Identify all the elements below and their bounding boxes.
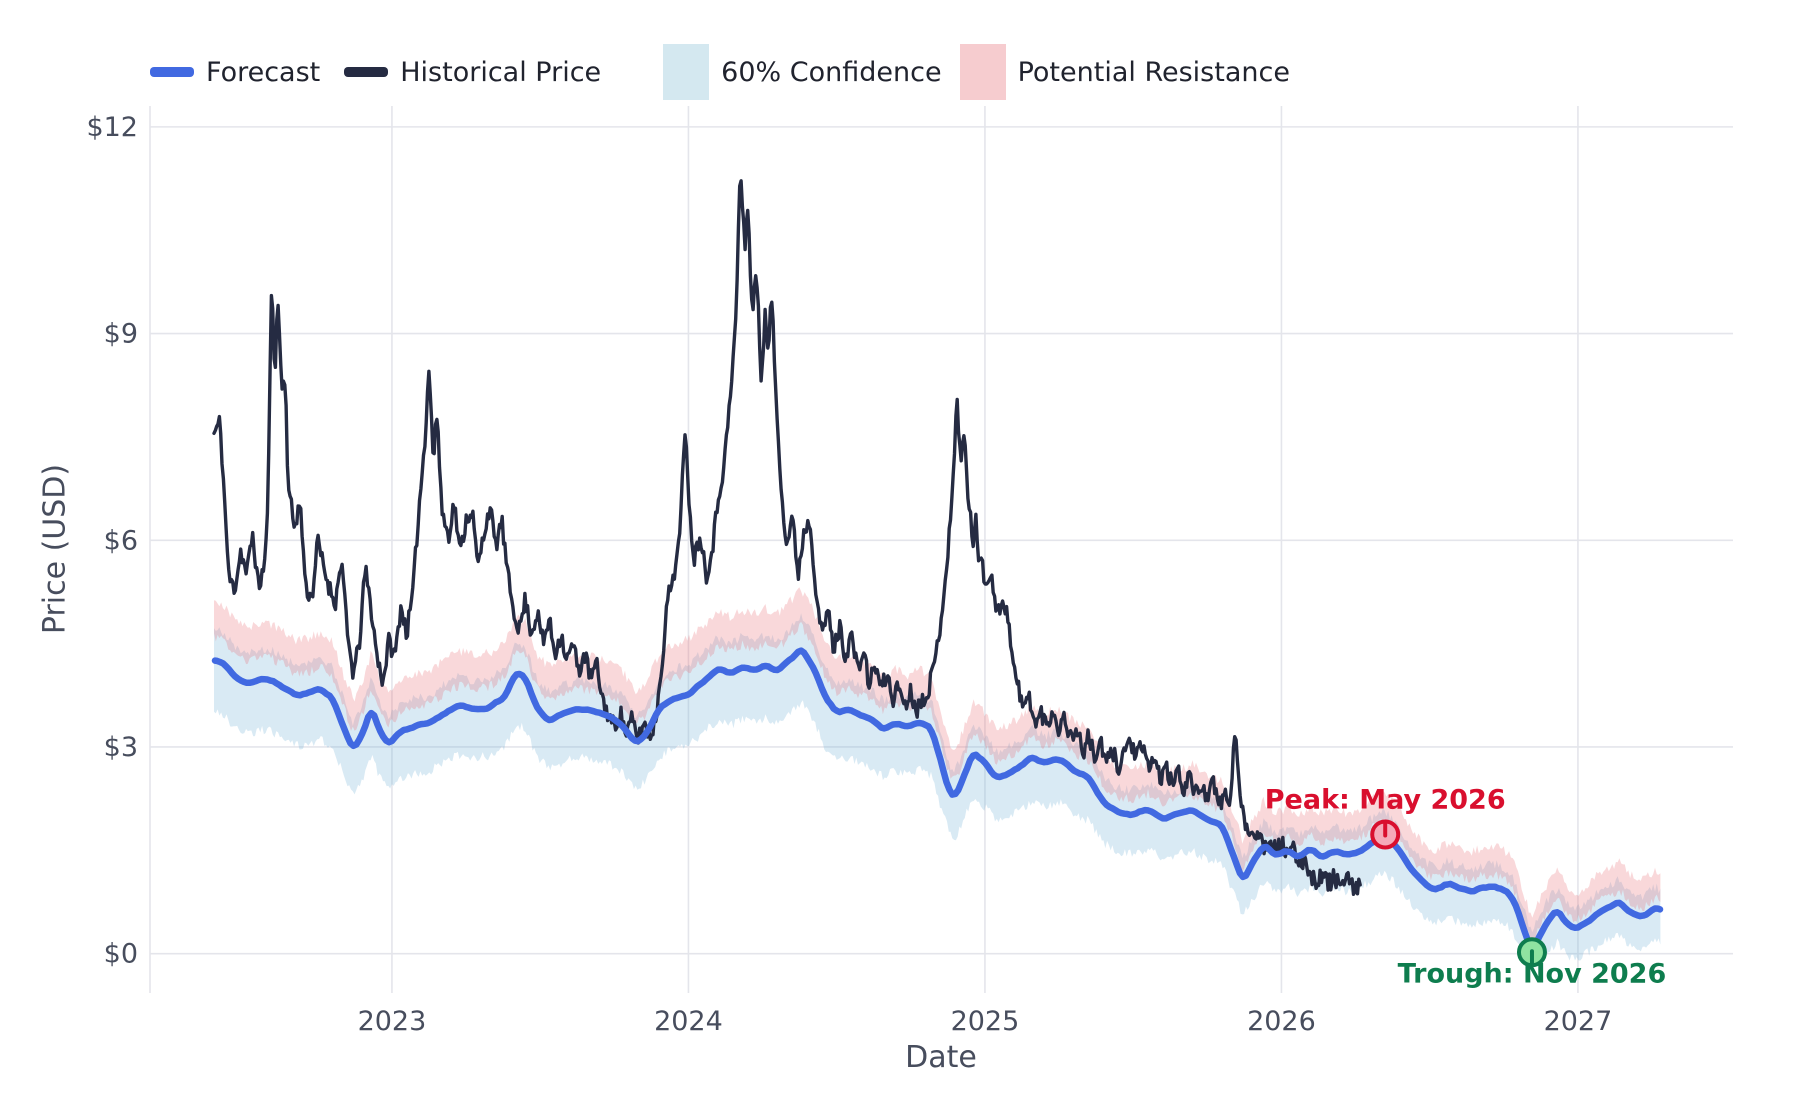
legend-item-resistance[interactable]: Potential Resistance (959, 44, 1290, 100)
forecast-line-swatch (150, 67, 194, 77)
legend-label-historical: Historical Price (400, 56, 602, 88)
forecast-line (211, 647, 1664, 950)
legend-item-confidence[interactable]: 60% Confidence (663, 44, 942, 100)
resistance-band (214, 587, 1661, 945)
legend-item-historical[interactable]: Historical Price (344, 57, 601, 88)
x-tick-label: 2025 (951, 1006, 1020, 1037)
y-tick-label: $0 (104, 939, 138, 970)
x-axis-title: Date (905, 1040, 977, 1075)
x-tick-label: 2026 (1247, 1006, 1316, 1037)
historical-line-swatch (344, 67, 389, 77)
trough-marker[interactable] (1516, 937, 1547, 968)
x-tick-label: 2027 (1544, 1006, 1613, 1037)
peak-marker[interactable] (1370, 819, 1401, 850)
legend: Forecast Historical Price 60% Confidence… (150, 42, 1290, 102)
confidence-band-swatch (663, 44, 710, 100)
legend-label-confidence: 60% Confidence (721, 56, 942, 88)
y-tick-label: $12 (86, 112, 138, 143)
y-tick-label: $9 (104, 319, 138, 350)
x-tick-label: 2023 (358, 1006, 427, 1037)
legend-item-forecast[interactable]: Forecast (150, 57, 320, 88)
historical-price-line (212, 179, 1362, 896)
y-tick-label: $6 (104, 525, 138, 556)
trough-annotation: Trough: Nov 2026 (1398, 958, 1667, 989)
confidence-band (214, 613, 1661, 961)
legend-label-forecast: Forecast (206, 56, 321, 88)
x-tick-label: 2024 (654, 1006, 723, 1037)
resistance-band-swatch (959, 44, 1006, 100)
y-tick-label: $3 (104, 732, 138, 763)
y-axis-title: Price (USD) (37, 463, 73, 635)
peak-annotation: Peak: May 2026 (1265, 784, 1506, 815)
legend-label-resistance: Potential Resistance (1017, 56, 1290, 88)
